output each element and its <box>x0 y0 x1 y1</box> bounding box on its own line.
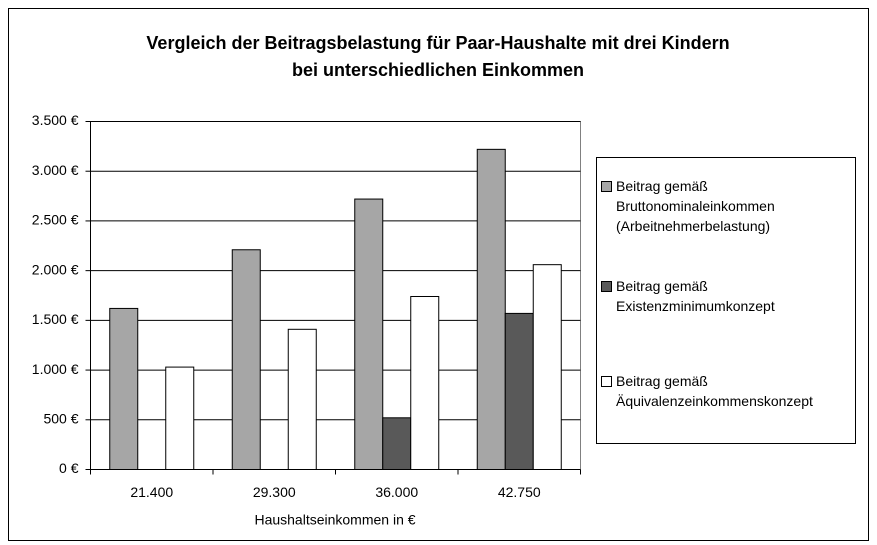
y-tick-label: 500 € <box>43 410 78 426</box>
y-tick-label: 2.000 € <box>32 261 79 277</box>
bar <box>504 312 534 471</box>
legend-entry: Beitrag gemäß Äquivalenzeinkommenskonzep… <box>601 371 846 411</box>
chart-title: Vergleich der Beitragsbelastung für Paar… <box>146 33 730 80</box>
legend-swatch <box>601 281 612 292</box>
legend: Beitrag gemäß Bruttonominaleinkommen (Ar… <box>596 157 856 444</box>
x-tick-label: 42.750 <box>498 484 541 500</box>
bar <box>109 307 139 470</box>
y-tick-label: 3.500 € <box>32 112 79 128</box>
y-tick-label: 1.000 € <box>32 361 79 377</box>
legend-label: Beitrag gemäß Äquivalenzeinkommenskonzep… <box>616 373 813 409</box>
legend-entry: Beitrag gemäß Existenzminimumkonzept <box>601 276 846 316</box>
bar <box>165 366 195 470</box>
legend-label: Beitrag gemäß Bruttonominaleinkommen (Ar… <box>616 178 775 234</box>
legend-swatch <box>601 181 612 192</box>
x-tick-label: 21.400 <box>130 484 173 500</box>
y-tick-label: 3.000 € <box>32 162 79 178</box>
y-tick-label: 2.500 € <box>32 212 79 228</box>
bar <box>231 249 261 470</box>
x-axis-label: Haushaltseinkommen in € <box>254 512 415 528</box>
x-tick-label: 36.000 <box>375 484 418 500</box>
bar <box>287 328 317 471</box>
bar <box>354 198 384 470</box>
y-tick-label: 0 € <box>59 460 79 476</box>
x-tick-label: 29.300 <box>253 484 296 500</box>
bar <box>410 295 440 470</box>
y-tick-label: 1.500 € <box>32 311 79 327</box>
bar <box>476 148 506 470</box>
legend-label: Beitrag gemäß Existenzminimumkonzept <box>616 278 775 314</box>
legend-entry: Beitrag gemäß Bruttonominaleinkommen (Ar… <box>601 176 846 236</box>
bar <box>382 417 412 471</box>
bar <box>532 264 562 471</box>
legend-swatch <box>601 376 612 387</box>
